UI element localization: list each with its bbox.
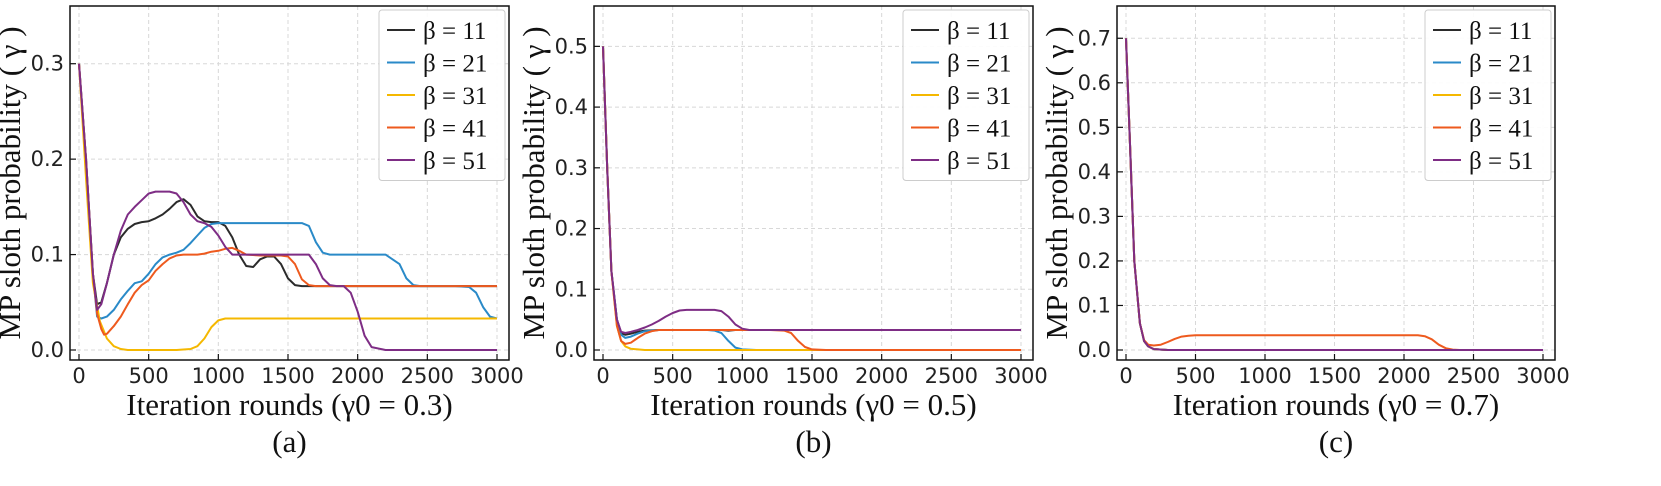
legend-label: β = 21 bbox=[947, 51, 1011, 78]
y-tick-label: 0.1 bbox=[555, 277, 588, 301]
x-tick-label: 500 bbox=[129, 364, 169, 388]
y-tick-label: 0.1 bbox=[1078, 293, 1111, 317]
x-tick-label: 500 bbox=[1175, 364, 1215, 388]
y-tick-label: 0.0 bbox=[1078, 338, 1111, 362]
legend-box bbox=[1424, 9, 1552, 181]
series-line bbox=[78, 63, 497, 351]
legend-label: β = 31 bbox=[947, 83, 1011, 110]
x-tick-label: 500 bbox=[653, 364, 693, 388]
x-axis-label-main: Iteration rounds bbox=[126, 387, 331, 422]
x-tick-label: 1500 bbox=[785, 364, 838, 388]
y-tick-label: 0.2 bbox=[555, 217, 588, 241]
y-tick-label: 0.7 bbox=[1078, 26, 1111, 50]
y-tick-label: 0.5 bbox=[1078, 115, 1111, 139]
x-axis-label-condition: (γ0 = 0.5) bbox=[855, 387, 977, 422]
legend: β = 11 β = 21 β = 31 β = 41 β = 51 bbox=[378, 9, 506, 181]
y-tick-label: 0.1 bbox=[31, 243, 64, 267]
legend-label: β = 31 bbox=[1469, 83, 1533, 110]
x-tick-label: 0 bbox=[596, 364, 609, 388]
x-tick-label: 2000 bbox=[1377, 364, 1430, 388]
x-axis-label-main: Iteration rounds bbox=[650, 387, 855, 422]
plot-frame bbox=[1116, 5, 1556, 361]
panel-caption: (b) bbox=[795, 424, 831, 459]
series-line bbox=[602, 46, 1021, 334]
legend-label: β = 21 bbox=[423, 51, 487, 78]
legend-box bbox=[378, 9, 506, 181]
legend: β = 11 β = 21 β = 31 β = 41 β = 51 bbox=[902, 9, 1030, 181]
legend-label: β = 11 bbox=[1469, 18, 1532, 45]
chart-panel-c: 0 500 1000 1500 2000 2500 3000 0.0 0.1 0.2 0.3 0.4 0… bbox=[1039, 5, 1570, 459]
x-tick-label: 3000 bbox=[1516, 364, 1569, 388]
y-axis-label: MP sloth probability ( γ ) bbox=[1039, 26, 1074, 339]
legend-label: β = 41 bbox=[947, 116, 1011, 143]
legend-label: β = 51 bbox=[947, 148, 1011, 175]
legend-label: β = 31 bbox=[423, 83, 487, 110]
y-tick-label: 0.2 bbox=[1078, 249, 1111, 273]
plot-frame bbox=[69, 5, 510, 361]
y-tick-label: 0.3 bbox=[31, 52, 64, 76]
x-tick-label: 0 bbox=[1119, 364, 1132, 388]
x-tick-label: 3000 bbox=[470, 364, 523, 388]
series-line bbox=[78, 63, 497, 336]
x-tick-label: 2000 bbox=[331, 364, 384, 388]
y-tick-label: 0.4 bbox=[1078, 160, 1111, 184]
y-tick-label: 0.3 bbox=[555, 156, 588, 180]
y-tick-label: 0.6 bbox=[1078, 71, 1111, 95]
x-tick-label: 2500 bbox=[401, 364, 454, 388]
x-axis-label: Iteration rounds (γ0 = 0.7) bbox=[1173, 387, 1499, 422]
x-tick-label: 2000 bbox=[855, 364, 908, 388]
x-axis-label-condition: (γ0 = 0.7) bbox=[1378, 387, 1500, 422]
legend-label: β = 41 bbox=[423, 116, 487, 143]
x-tick-label: 1000 bbox=[1238, 364, 1291, 388]
chart-panel-a: 0 500 1000 1500 2000 2500 3000 0.0 0.1 0.2 0.3MP s… bbox=[0, 5, 524, 459]
y-tick-label: 0.2 bbox=[31, 147, 64, 171]
legend-label: β = 51 bbox=[1469, 148, 1533, 175]
x-tick-label: 1000 bbox=[716, 364, 769, 388]
legend-box bbox=[902, 9, 1030, 181]
y-axis-label: MP sloth probability ( γ ) bbox=[516, 26, 551, 339]
series-line bbox=[78, 63, 498, 320]
y-tick-label: 0.0 bbox=[31, 338, 64, 362]
legend-label: β = 11 bbox=[947, 18, 1010, 45]
x-axis-label-condition: (γ0 = 0.3) bbox=[331, 387, 453, 422]
plot-frame bbox=[593, 5, 1034, 361]
x-tick-label: 2500 bbox=[1447, 364, 1500, 388]
x-axis-label: Iteration rounds (γ0 = 0.5) bbox=[650, 387, 976, 422]
x-axis-label-main: Iteration rounds bbox=[1173, 387, 1378, 422]
y-tick-label: 0.0 bbox=[555, 338, 588, 362]
panel-caption: (c) bbox=[1319, 424, 1353, 459]
series-line bbox=[602, 46, 1021, 351]
legend-label: β = 21 bbox=[1469, 51, 1533, 78]
x-tick-label: 1000 bbox=[192, 364, 245, 388]
legend: β = 11 β = 21 β = 31 β = 41 β = 51 bbox=[1424, 9, 1552, 181]
legend-label: β = 41 bbox=[1469, 116, 1533, 143]
panel-caption: (a) bbox=[272, 424, 306, 459]
x-tick-label: 3000 bbox=[994, 364, 1047, 388]
x-tick-label: 1500 bbox=[1308, 364, 1361, 388]
y-tick-label: 0.4 bbox=[555, 95, 588, 119]
series-line bbox=[1125, 38, 1543, 351]
legend-label: β = 51 bbox=[423, 148, 487, 175]
chart-panel-b: 0 500 1000 1500 2000 2500 3000 0.0 0.1 0.2 0.3 0.4 0… bbox=[516, 5, 1048, 459]
x-tick-label: 2500 bbox=[925, 364, 978, 388]
x-tick-label: 0 bbox=[72, 364, 85, 388]
x-tick-label: 1500 bbox=[261, 364, 314, 388]
y-tick-label: 0.5 bbox=[555, 34, 588, 58]
y-axis-label: MP sloth probability ( γ ) bbox=[0, 26, 27, 339]
y-tick-label: 0.3 bbox=[1078, 204, 1111, 228]
series-line bbox=[78, 63, 497, 306]
x-axis-label: Iteration rounds (γ0 = 0.3) bbox=[126, 387, 452, 422]
legend-label: β = 11 bbox=[423, 18, 486, 45]
series-line bbox=[78, 63, 497, 351]
